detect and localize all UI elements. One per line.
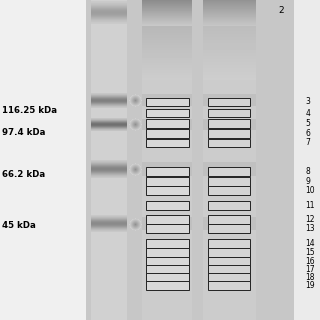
Bar [146,224,189,233]
Bar [146,109,189,117]
Bar [146,119,189,128]
Bar [146,273,189,282]
Bar [208,201,250,210]
Text: 17: 17 [306,265,315,274]
Bar [208,98,250,106]
Text: 18: 18 [306,273,315,282]
Text: 13: 13 [306,224,315,233]
Text: 15: 15 [306,248,315,257]
Text: 12: 12 [306,215,315,224]
Bar [208,167,250,176]
Bar [146,281,189,290]
Text: 3: 3 [306,97,310,107]
Bar [146,265,189,274]
Text: 7: 7 [306,138,310,148]
Bar [208,119,250,128]
Bar [146,177,189,186]
Bar [208,281,250,290]
Bar [208,177,250,186]
Text: 97.4 kDa: 97.4 kDa [2,128,45,137]
Bar [208,129,250,138]
Text: 10: 10 [306,186,315,195]
Text: 4: 4 [306,108,310,118]
Bar [146,139,189,147]
Bar [208,109,250,117]
Text: 2: 2 [279,6,284,15]
Bar [146,167,189,176]
Text: 6: 6 [306,129,310,138]
Bar [146,186,189,195]
Bar [146,257,189,266]
Bar [208,239,250,248]
Text: 116.25 kDa: 116.25 kDa [2,106,57,115]
Text: 5: 5 [306,119,310,128]
Bar [208,265,250,274]
Bar [146,215,189,224]
Bar [208,139,250,147]
Text: 45 kDa: 45 kDa [2,221,35,230]
Text: 11: 11 [306,201,315,210]
Text: 66.2 kDa: 66.2 kDa [2,170,45,179]
Bar [146,129,189,138]
Text: 19: 19 [306,281,315,290]
Bar [146,239,189,248]
Bar [208,248,250,257]
Bar [146,201,189,210]
Bar [208,224,250,233]
Text: 14: 14 [306,239,315,248]
Bar [208,257,250,266]
Bar [208,273,250,282]
Bar [146,248,189,257]
Text: 16: 16 [306,257,315,266]
Bar [208,186,250,195]
Text: 9: 9 [306,177,310,186]
Bar [208,215,250,224]
Text: 8: 8 [306,167,310,176]
Bar [146,98,189,106]
